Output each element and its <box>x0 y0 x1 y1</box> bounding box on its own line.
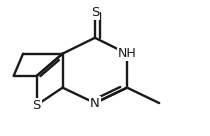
Text: S: S <box>33 98 41 112</box>
Text: N: N <box>90 97 100 110</box>
Text: NH: NH <box>118 47 136 60</box>
Text: S: S <box>91 6 99 19</box>
